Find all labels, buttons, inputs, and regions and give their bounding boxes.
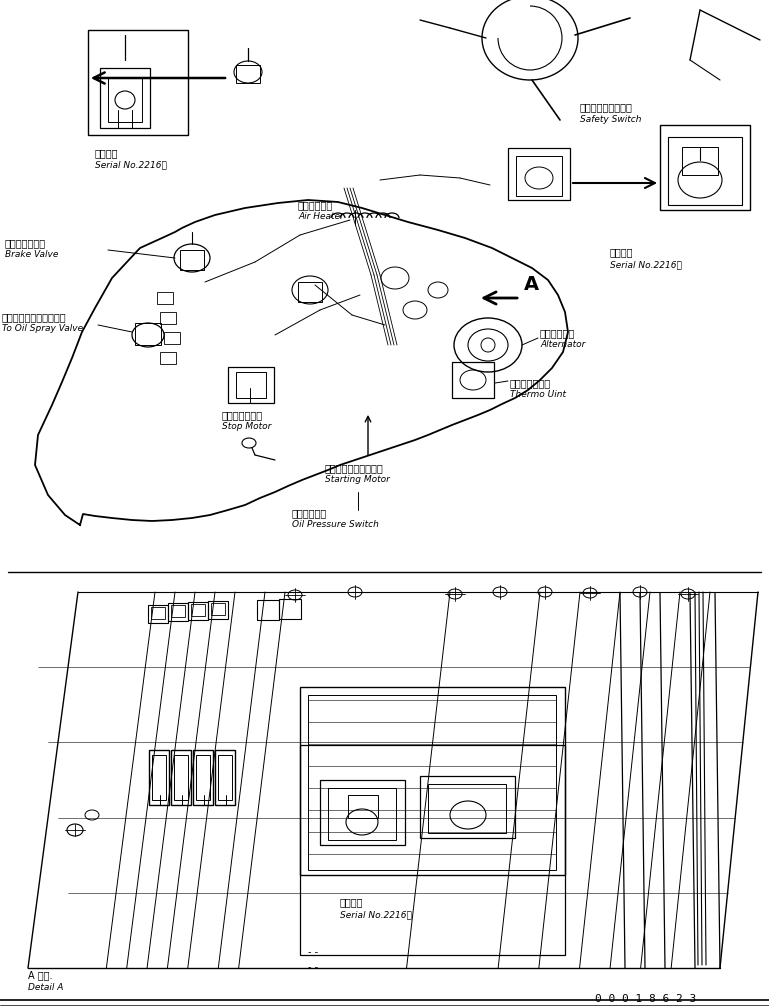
Bar (300, 687, 565, 875)
Text: セーフティスイッチ: セーフティスイッチ (580, 102, 633, 112)
Text: ストップモータ: ストップモータ (222, 410, 263, 420)
Bar (88, 30, 188, 135)
Text: 適用号機: 適用号機 (95, 148, 118, 158)
Text: Oil Pressure Switch: Oil Pressure Switch (292, 520, 379, 529)
Text: - -: - - (308, 947, 318, 957)
Bar (149, 750, 169, 805)
Text: Starting Motor: Starting Motor (325, 475, 390, 484)
Text: Safety Switch: Safety Switch (580, 115, 641, 124)
Bar (152, 754, 166, 800)
Text: - -: - - (308, 962, 318, 972)
Text: Detail A: Detail A (28, 983, 63, 992)
Bar (151, 607, 165, 619)
Bar (348, 795, 378, 818)
Bar (218, 754, 232, 800)
Text: 適用号機: 適用号機 (340, 897, 364, 907)
Bar (174, 754, 188, 800)
Bar (420, 776, 515, 838)
Text: エアーヒータ: エアーヒータ (298, 200, 333, 210)
Text: 適用号機: 適用号機 (610, 247, 634, 257)
Bar (308, 695, 556, 870)
Bar (682, 147, 718, 175)
Text: To Oil Spray Valve: To Oil Spray Valve (2, 324, 83, 333)
Text: オイルスプレイバルブへ: オイルスプレイバルブへ (2, 312, 67, 322)
Bar (320, 780, 405, 845)
Bar (148, 605, 168, 623)
Bar (516, 156, 562, 196)
Bar (180, 250, 204, 270)
Bar (428, 784, 506, 833)
Bar (135, 323, 161, 345)
Text: Serial No.2216～: Serial No.2216～ (340, 910, 412, 919)
Text: A 詳細.: A 詳細. (28, 970, 52, 980)
Text: Serial No.2216～: Serial No.2216～ (610, 260, 682, 269)
Bar (660, 125, 750, 210)
Bar (168, 603, 188, 621)
Bar (164, 332, 180, 344)
Text: Serial No.2216～: Serial No.2216～ (95, 160, 167, 169)
Text: 0 0 0 1 8 6 2 3: 0 0 0 1 8 6 2 3 (595, 994, 696, 1004)
Bar (228, 367, 274, 403)
Text: ブレーキバルブ: ブレーキバルブ (5, 238, 46, 248)
Bar (236, 372, 266, 398)
Bar (108, 77, 142, 122)
Bar (211, 603, 225, 615)
Bar (452, 362, 494, 398)
Bar (171, 605, 185, 617)
Text: スターティングモータ: スターティングモータ (325, 463, 384, 473)
Bar (279, 599, 301, 619)
Bar (157, 292, 173, 304)
Bar (171, 750, 191, 805)
Bar (160, 352, 176, 364)
Bar (215, 750, 235, 805)
Bar (236, 65, 260, 83)
Bar (300, 745, 565, 955)
Bar (100, 68, 150, 128)
Bar (257, 600, 279, 620)
Text: Brake Valve: Brake Valve (5, 250, 58, 259)
Text: Alternator: Alternator (540, 340, 585, 349)
Bar (188, 602, 208, 620)
Text: 油圧スイッチ: 油圧スイッチ (292, 508, 328, 518)
Bar (196, 754, 210, 800)
Bar (328, 788, 396, 840)
Text: Air Heater: Air Heater (298, 212, 344, 221)
Text: サーモスタット: サーモスタット (510, 378, 551, 388)
Bar (508, 148, 570, 200)
Bar (160, 312, 176, 324)
Text: A: A (524, 275, 539, 294)
Bar (191, 604, 205, 616)
Bar (193, 750, 213, 805)
Text: オルタネータ: オルタネータ (540, 328, 575, 338)
Text: Thermo Uint: Thermo Uint (510, 390, 566, 399)
Bar (298, 282, 322, 302)
Bar (668, 137, 742, 205)
Bar (208, 601, 228, 619)
Text: Stop Motor: Stop Motor (222, 422, 271, 431)
